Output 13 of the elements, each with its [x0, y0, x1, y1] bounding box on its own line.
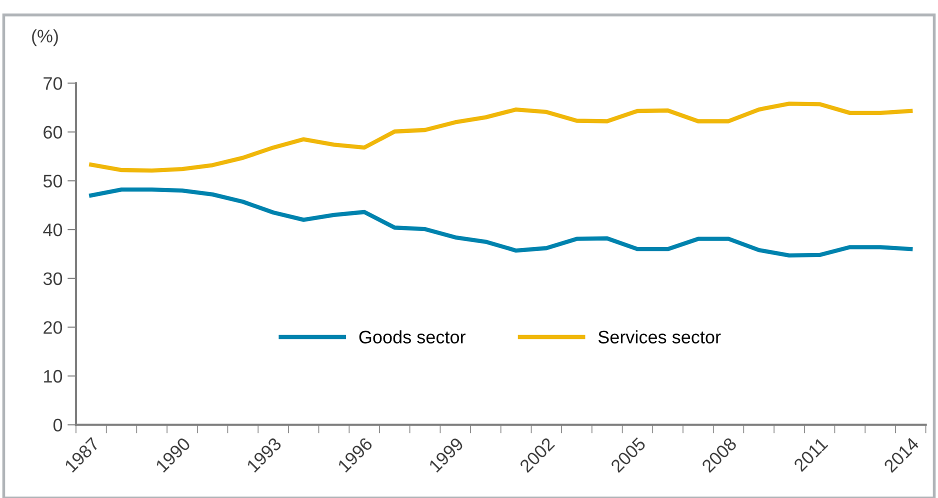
y-tick-label: 0: [53, 418, 62, 432]
y-tick-label: 70: [44, 77, 62, 90]
legend-label: Goods sector: [359, 330, 466, 344]
y-axis-title: (%): [32, 29, 58, 46]
y-tick-label: 30: [43, 272, 62, 286]
line-series: [89, 102, 913, 173]
y-tick-label: 10: [44, 370, 62, 383]
y-tick-label: 50: [43, 174, 62, 188]
line-series: [89, 187, 913, 258]
y-tick-label: 60: [44, 126, 62, 139]
y-tick-label: 40: [43, 224, 62, 236]
y-tick-label: 20: [44, 321, 62, 334]
legend-label: Services sector: [598, 330, 721, 344]
